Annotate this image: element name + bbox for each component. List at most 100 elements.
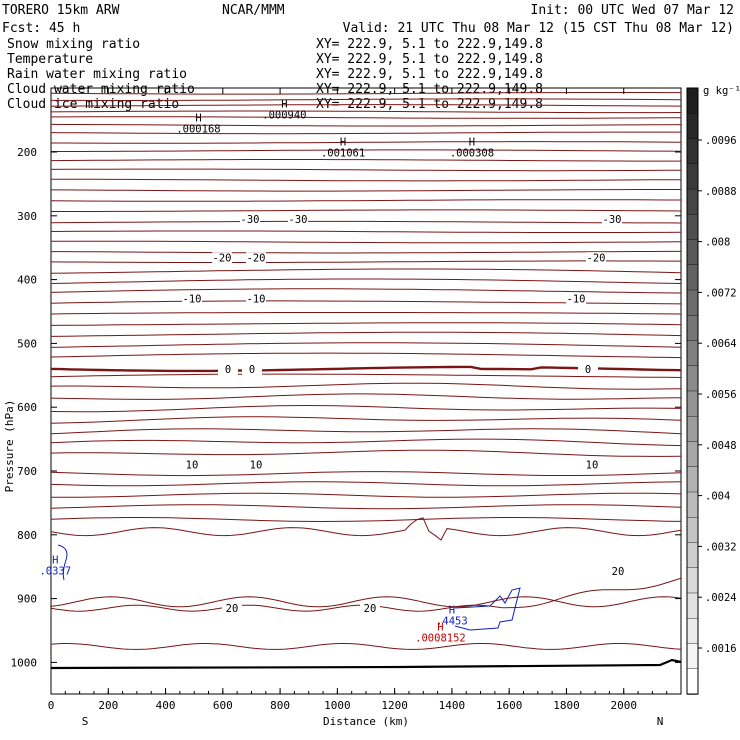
maximum-marker-2: H (340, 137, 346, 149)
maximum-marker-6: H (437, 622, 443, 634)
x-tick-label: 800 (270, 699, 290, 712)
init-time: Init: 00 UTC Wed 07 Mar 12 (531, 3, 735, 18)
isotherm-line (51, 178, 681, 182)
x-tick-label: 1400 (439, 699, 466, 712)
temperature-contour-label: 20 (612, 566, 625, 578)
isotherm-line (51, 149, 682, 152)
isotherm-line (50, 199, 681, 202)
colorbar-label: .0064 (705, 338, 737, 350)
y-tick-label: 700 (17, 465, 37, 478)
colorbar-swatch (686, 390, 699, 417)
temperature-contour-label: 10 (250, 460, 263, 472)
maximum-value-4: .0337 (39, 566, 71, 578)
isotherm-line (50, 404, 682, 413)
colorbar-swatch (686, 416, 699, 443)
colorbar-label: .0088 (705, 186, 737, 198)
isotherm-line (50, 110, 682, 114)
temperature-contour-label: 10 (186, 460, 199, 472)
maximum-marker-0: H (195, 112, 201, 124)
y-axis-label: Pressure (hPa) (3, 400, 16, 493)
contour-label-bg (586, 252, 606, 265)
x-tick-label: 1600 (496, 699, 523, 712)
colorbar-swatch (686, 567, 699, 594)
isotherm-line (51, 189, 681, 192)
center-title: NCAR/MMM (222, 3, 285, 18)
y-tick-label: 200 (17, 146, 37, 159)
legend-name-1: Temperature (7, 52, 93, 67)
colorbar-swatch (686, 163, 699, 190)
isotherm-line (50, 393, 682, 400)
colorbar-label: .0072 (705, 287, 737, 299)
contour-label-bg (608, 566, 628, 579)
temperature-contour-label: -10 (247, 294, 266, 306)
colorbar-swatch (686, 138, 699, 165)
isotherm-line (50, 352, 682, 359)
colorbar-swatch (686, 592, 699, 619)
y-tick-label: 300 (17, 210, 37, 223)
x-axis-label: Distance (km) (323, 715, 409, 728)
colorbar-swatch (686, 188, 699, 215)
colorbar: g kg⁻¹ .0096 .0088 .008 .0072 .0064 .0056 .0048… (686, 85, 740, 695)
isotherm-line (50, 322, 682, 326)
isotherm-line (51, 116, 682, 119)
contour-label-bg (578, 363, 598, 376)
x-tick-label: 200 (98, 699, 118, 712)
colorbar-swatch (686, 214, 699, 241)
y-tick-label: 800 (17, 529, 37, 542)
colorbar-label: .0032 (705, 541, 737, 553)
valid-time: Valid: 21 UTC Thu 08 Mar 12 (15 CST Thu … (343, 21, 734, 36)
temperature-contour-label: -20 (587, 252, 606, 264)
contour-label-bg (288, 213, 308, 226)
isotherm-line (50, 481, 682, 487)
legend-name-4: Cloud ice mixing ratio (7, 97, 179, 112)
north-endpoint-label: N (657, 715, 664, 728)
maximum-value-2: .001061 (321, 148, 365, 160)
isotherm-line (50, 517, 682, 523)
isotherm-line (50, 300, 682, 305)
maximum-value-3: .000308 (450, 148, 494, 160)
maximum-marker-1: H (281, 98, 287, 110)
isotherm-line (50, 428, 682, 435)
isotherm-line (50, 278, 682, 284)
contour-label-bg (582, 459, 602, 472)
colorbar-unit: g kg⁻¹ (703, 85, 740, 97)
maximum-value-5: .4453 (436, 615, 468, 627)
isotherm-line (51, 209, 682, 212)
colorbar-swatch (686, 618, 699, 645)
contour-label-bg (182, 293, 202, 306)
plot-area: -30 -30 -30 -20 -20 -20 -10 -10 -10 0 0 0 10 10 10 20 20… (39, 92, 682, 670)
isotherm-line (50, 104, 682, 107)
contour-label-bg (212, 252, 232, 265)
colorbar-label: .0016 (705, 643, 737, 655)
isotherm-line (50, 159, 681, 162)
colorbar-swatch (686, 365, 699, 392)
isotherm-line (51, 250, 681, 254)
isotherm-line (51, 492, 682, 498)
y-tick-label: 400 (17, 274, 37, 287)
temperature-contour-label: 0 (249, 364, 255, 376)
temperature-contour-label: -30 (603, 214, 622, 226)
isotherm-line (50, 373, 682, 378)
colorbar-label: .0024 (705, 592, 737, 604)
isotherm-line (50, 504, 682, 510)
colorbar-frame (686, 87, 699, 695)
temperature-contour-label: -30 (289, 214, 308, 226)
isotherm-line (50, 331, 682, 337)
temperature-contour-label: 20 (364, 603, 377, 615)
isotherm-line (50, 416, 682, 424)
cloud-water-contour (454, 587, 521, 631)
temperature-contour-label: -20 (247, 252, 266, 264)
legend-name-3: Cloud water mixing ratio (7, 82, 195, 97)
isotherm-line (50, 288, 682, 294)
contour-label-bg (218, 363, 238, 376)
legend-xy-1: XY= 222.9, 5.1 to 222.9,149.8 (316, 52, 543, 67)
isotherm-line (50, 471, 682, 477)
south-endpoint-label: S (82, 715, 89, 728)
contour-label-bg (246, 252, 266, 265)
maximum-value-1: .000940 (262, 109, 306, 121)
temperature-contour-label: -30 (241, 214, 260, 226)
temperature-contour-label: 20 (226, 603, 239, 615)
isotherm-line (51, 98, 682, 101)
temperature-contour-label: -10 (183, 294, 202, 306)
